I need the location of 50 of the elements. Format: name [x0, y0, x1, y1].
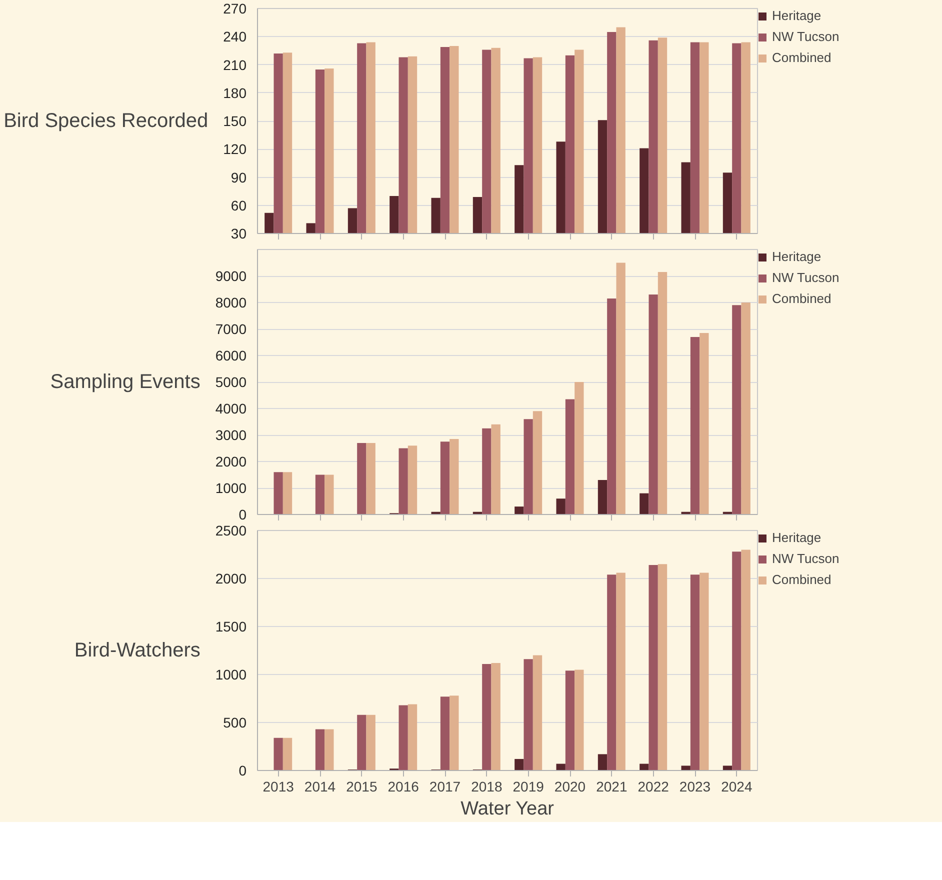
y-tick-label: 2500 [215, 522, 247, 538]
y-tick-label: 9000 [215, 268, 247, 284]
y-tick-label: 210 [223, 56, 247, 73]
y-tick-label: 2000 [215, 454, 247, 470]
legend-label: NW Tucson [772, 29, 840, 44]
legend-label: NW Tucson [772, 270, 840, 285]
y-tick-label: 150 [223, 113, 247, 129]
x-tick-label: 2015 [346, 778, 378, 794]
y-tick-label: 1000 [215, 480, 247, 496]
legend-label: Heritage [772, 530, 822, 545]
x-tick-label: 2023 [679, 778, 711, 794]
y-tick-label: 270 [223, 0, 247, 16]
y-tick-label: 180 [223, 84, 247, 101]
y-tick-label: 8000 [215, 294, 247, 310]
x-tick-label: 2021 [596, 778, 628, 794]
y-tick-label: 30 [230, 226, 247, 242]
x-tick-label: 2019 [512, 778, 544, 794]
y-tick-label: 240 [223, 28, 247, 45]
x-tick-label: 2017 [429, 778, 461, 794]
x-tick-label: 2024 [721, 778, 752, 794]
y-tick-label: 2000 [215, 570, 247, 586]
legend-label: NW Tucson [772, 551, 840, 566]
y-axis-title: Sampling Events [50, 371, 200, 393]
x-tick-label: 2020 [554, 778, 586, 794]
y-tick-label: 6000 [215, 348, 247, 364]
y-tick-label: 7000 [215, 321, 247, 337]
x-tick-label: 2014 [304, 778, 336, 794]
y-tick-label: 4000 [215, 400, 247, 416]
y-axis-title: Bird-Watchers [74, 640, 200, 662]
y-tick-label: 1000 [215, 666, 247, 682]
y-tick-label: 0 [238, 506, 247, 522]
legend-label: Combined [772, 572, 832, 587]
x-tick-label: 2018 [471, 778, 502, 794]
y-tick-label: 3000 [215, 427, 247, 443]
x-tick-label: 2016 [388, 778, 420, 794]
y-tick-label: 0 [238, 762, 247, 778]
y-axis-title: Bird Species Recorded [4, 110, 208, 132]
y-tick-label: 5000 [215, 374, 247, 390]
x-tick-label: 2013 [262, 778, 294, 794]
legend-label: Combined [772, 291, 832, 306]
legend-label: Heritage [772, 8, 822, 23]
legend-label: Heritage [772, 249, 822, 264]
y-tick-label: 60 [230, 197, 247, 214]
legend-label: Combined [772, 50, 832, 65]
y-tick-label: 90 [230, 169, 247, 186]
y-tick-label: 1500 [215, 618, 247, 634]
x-tick-label: 2022 [638, 778, 670, 794]
y-tick-label: 120 [223, 141, 247, 158]
y-tick-label: 500 [223, 714, 247, 730]
x-axis-title: Water Year [460, 798, 555, 820]
